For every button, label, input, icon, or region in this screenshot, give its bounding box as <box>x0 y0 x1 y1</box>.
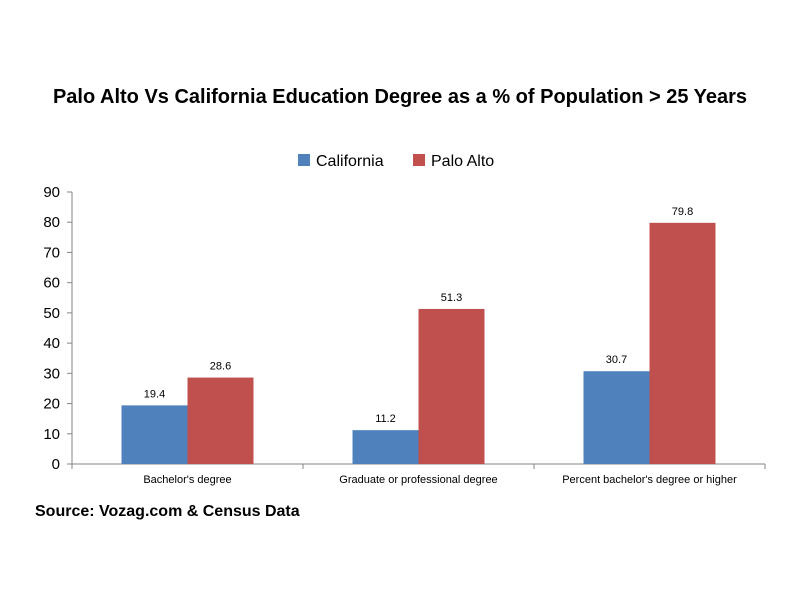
bar-california <box>121 405 188 464</box>
chart-title: Palo Alto Vs California Education Degree… <box>52 86 748 108</box>
bar-palo-alto <box>418 308 485 464</box>
legend-label: California <box>316 153 384 170</box>
data-label: 19.4 <box>144 388 165 400</box>
y-tick-label: 10 <box>43 426 60 443</box>
y-tick-label: 30 <box>43 365 60 382</box>
data-label: 28.6 <box>210 361 231 373</box>
x-category-label: Percent bachelor's degree or higher <box>562 474 737 486</box>
y-tick-label: 0 <box>52 456 60 473</box>
y-tick-label: 50 <box>43 305 60 322</box>
x-category-label: Graduate or professional degree <box>339 474 497 486</box>
bar-california <box>583 371 650 464</box>
y-tick-label: 20 <box>43 396 60 413</box>
x-category-label: Bachelor's degree <box>143 474 231 486</box>
data-label: 30.7 <box>606 354 627 366</box>
data-label: 11.2 <box>375 413 396 425</box>
bar-california <box>352 430 419 464</box>
legend-swatch <box>298 154 310 166</box>
bars: 19.4 11.2 30.7 28.6 51.3 79.8 <box>121 206 716 464</box>
data-label: 51.3 <box>441 292 462 304</box>
bar-palo-alto <box>649 222 716 464</box>
y-tick-label: 40 <box>43 335 60 352</box>
y-tick-label: 90 <box>43 184 60 201</box>
bar-palo-alto <box>187 377 254 464</box>
y-axis: 0 10 20 30 40 50 60 70 80 90 <box>43 184 73 473</box>
data-label: 79.8 <box>672 206 693 218</box>
legend-label: Palo Alto <box>431 153 494 170</box>
source-note: Source: Vozag.com & Census Data <box>35 503 300 520</box>
x-axis: Bachelor's degree Graduate or professiona… <box>71 463 766 486</box>
y-tick-label: 80 <box>43 214 60 231</box>
legend: California Palo Alto <box>298 153 494 170</box>
y-tick-label: 70 <box>43 244 60 261</box>
legend-swatch <box>413 154 425 166</box>
y-tick-label: 60 <box>43 275 60 292</box>
